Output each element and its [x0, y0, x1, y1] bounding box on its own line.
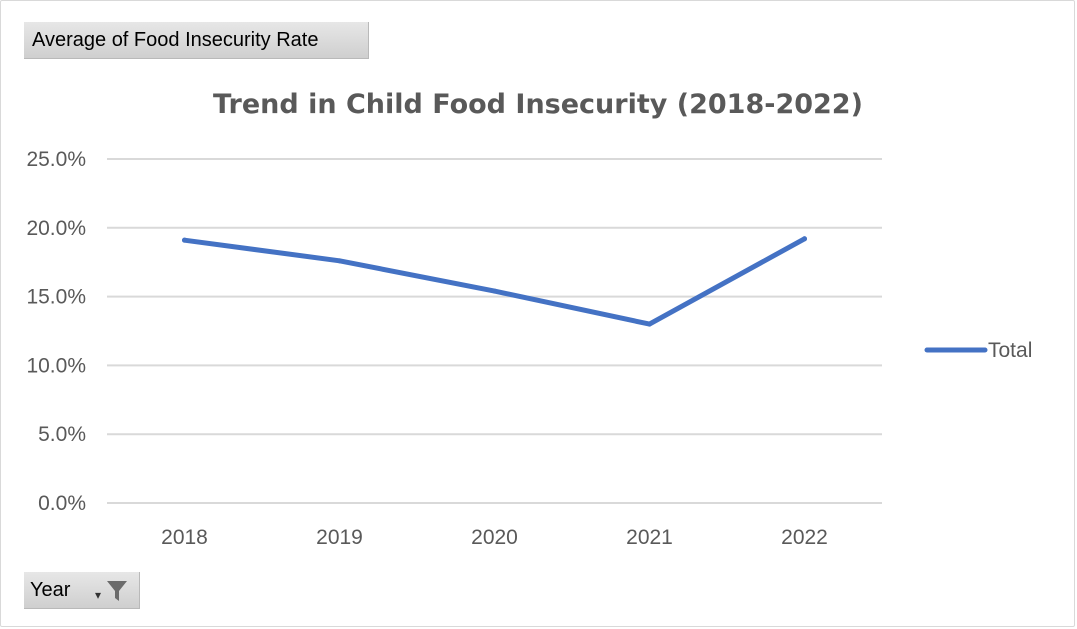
- data-point: [182, 237, 187, 243]
- y-tick-label: 10.0%: [26, 354, 86, 377]
- filter-icon[interactable]: [106, 580, 128, 602]
- x-tick-label: 2021: [626, 526, 673, 549]
- y-axis-ticks: 0.0% 5.0% 10.0% 15.0% 20.0% 25.0%: [26, 148, 86, 515]
- axis-field-label: Year: [30, 579, 71, 601]
- y-tick-label: 20.0%: [26, 217, 86, 240]
- x-tick-label: 2022: [781, 526, 828, 549]
- value-field-label: Average of Food Insecurity Rate: [32, 29, 319, 51]
- legend: Total: [924, 339, 1032, 362]
- data-point: [337, 258, 342, 264]
- chart-title: Trend in Child Food Insecurity (2018-202…: [213, 89, 863, 120]
- x-tick-label: 2020: [471, 526, 518, 549]
- series-layer: [182, 236, 807, 327]
- x-tick-label: 2019: [316, 526, 363, 549]
- legend-label: Total: [988, 339, 1032, 362]
- gridlines: [107, 158, 882, 504]
- x-axis-ticks: 2018 2019 2020 2021 2022: [161, 526, 828, 549]
- data-point: [647, 321, 652, 327]
- x-tick-label: 2018: [161, 526, 208, 549]
- series-line-total: [182, 236, 807, 327]
- data-point: [802, 236, 807, 242]
- y-tick-label: 0.0%: [38, 492, 86, 515]
- data-point: [492, 288, 497, 294]
- value-field-button[interactable]: Average of Food Insecurity Rate: [24, 22, 369, 59]
- axis-field-button[interactable]: Year ▾: [24, 572, 140, 609]
- y-tick-label: 5.0%: [38, 423, 86, 446]
- y-tick-label: 25.0%: [26, 148, 86, 171]
- y-tick-label: 15.0%: [26, 286, 86, 309]
- dropdown-arrow-icon: ▾: [95, 588, 102, 602]
